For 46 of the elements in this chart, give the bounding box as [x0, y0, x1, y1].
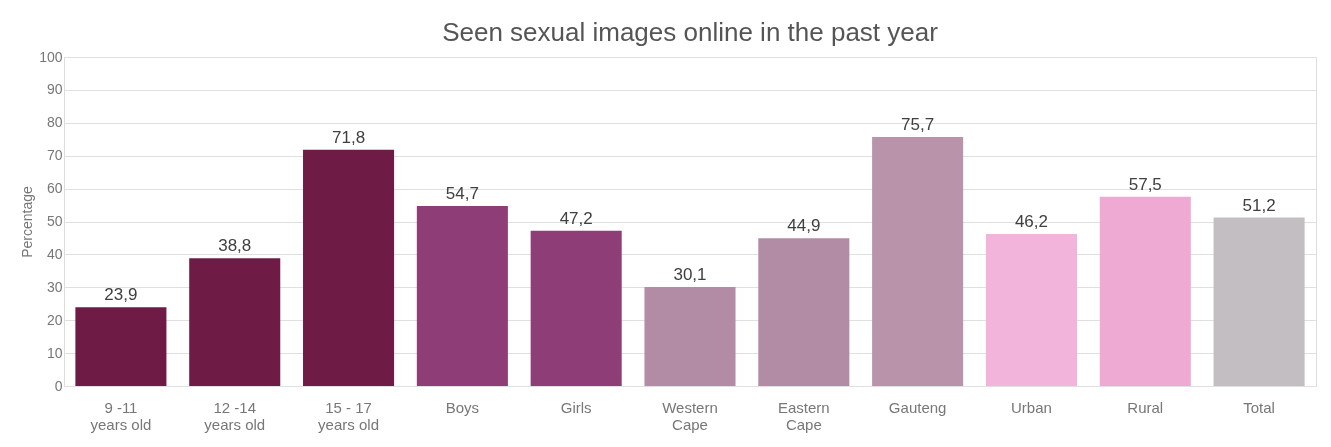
- bar: [189, 258, 281, 386]
- y-tick-label: 10: [46, 344, 63, 361]
- y-tick-label: 100: [39, 48, 63, 65]
- y-tick-label: 0: [54, 377, 63, 394]
- x-tick-label: Western Cape: [662, 398, 718, 433]
- bar: [1099, 196, 1191, 386]
- y-tick-label: 50: [46, 213, 63, 229]
- x-tick-label: Eastern Cape: [777, 398, 830, 433]
- data-label: 30,1: [673, 264, 707, 284]
- data-label: 75,7: [901, 114, 935, 134]
- y-tick-label: 30: [46, 278, 63, 295]
- x-tick-label: Urban: [1011, 398, 1052, 416]
- x-tick-label: 15 - 17 years old: [318, 398, 379, 433]
- y-tick-label: 90: [46, 81, 63, 98]
- chart-title: Seen sexual images online in the past year: [442, 17, 939, 47]
- data-label: 54,7: [445, 184, 479, 204]
- data-label: 44,9: [787, 216, 821, 236]
- data-label: 71,8: [332, 127, 366, 147]
- x-tick-label: Total: [1243, 398, 1275, 416]
- bar: [758, 238, 850, 386]
- y-axis-title: Percentage: [19, 185, 36, 258]
- bar: [872, 136, 964, 386]
- data-label: 23,9: [104, 285, 138, 305]
- bar: [644, 286, 736, 386]
- x-tick-label: Gauteng: [888, 398, 947, 416]
- x-tick-label: 12 -14 years old: [204, 398, 266, 433]
- data-label: 51,2: [1242, 195, 1276, 215]
- data-label: 38,8: [218, 236, 252, 256]
- data-label: 46,2: [1014, 212, 1048, 231]
- x-tick-label: Boys: [445, 398, 480, 416]
- y-tick-label: 60: [46, 180, 63, 197]
- bar: [303, 149, 395, 386]
- bar: [1213, 217, 1305, 386]
- y-tick-label: 40: [46, 245, 63, 262]
- x-tick-label: Rural: [1127, 398, 1164, 416]
- x-tick-label: 9 -11 years old: [90, 398, 152, 433]
- x-tick-label: Girls: [560, 398, 592, 416]
- bar: [75, 307, 167, 386]
- y-tick-label: 70: [46, 147, 63, 164]
- bar: [416, 206, 508, 386]
- data-label: 57,5: [1128, 174, 1162, 194]
- data-label: 47,2: [559, 208, 593, 228]
- y-tick-label: 80: [46, 114, 63, 131]
- bar: [985, 234, 1077, 386]
- y-tick-label: 20: [46, 311, 63, 328]
- bar: [530, 230, 622, 386]
